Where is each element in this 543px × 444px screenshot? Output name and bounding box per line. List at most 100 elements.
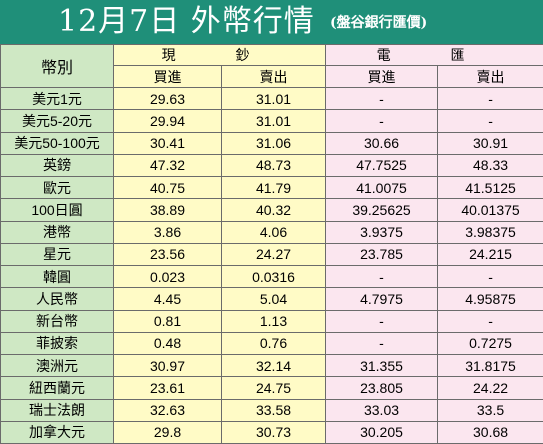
rate-rows: 美元1元 29.63 31.01- - 美元5-20元 29.94 31.01- - 美元50-…	[0, 86, 543, 444]
tt-buy-cell: 39.25625	[325, 198, 439, 222]
tt-sell-cell: 40.01375	[437, 198, 543, 222]
currency-name: 100日圓	[0, 198, 114, 222]
currency-name: 港幣	[0, 220, 114, 244]
cash-buy-cell: 0.023	[113, 264, 222, 289]
table-row: 韓圓 0.023 0.0316- -	[0, 264, 543, 289]
tt-sell-cell: 33.5	[437, 398, 543, 422]
cash-sell-cell: 31.01	[220, 86, 327, 111]
cash-buy-cell: 0.81	[113, 309, 222, 333]
currency-name: 澳洲元	[0, 353, 114, 378]
cash-buy-cell: 4.45	[113, 287, 222, 311]
table-row: 瑞士法朗 32.63 33.58 33.03 33.5	[0, 398, 543, 422]
tt-sell-cell: 48.33	[437, 153, 543, 178]
currency-name: 歐元	[0, 175, 114, 200]
page-title: 12月7日 外幣行情	[58, 4, 315, 39]
table-row: 美元1元 29.63 31.01- -	[0, 86, 543, 111]
tt-sell-cell: 24.22	[437, 376, 543, 400]
tt-buy-cell: -	[325, 109, 439, 133]
table-row: 澳洲元 30.97 32.14 31.355 31.8175	[0, 353, 543, 378]
tt-buy-cell: 47.7525	[325, 153, 439, 178]
cash-buy-cell: 38.89	[113, 198, 222, 222]
table-row: 港幣 3.86 4.06 3.9375 3.98375	[0, 220, 543, 244]
tt-sell-header: 賣出	[437, 65, 543, 88]
tt-buy-cell: -	[325, 331, 439, 356]
cash-sell-cell: 5.04	[220, 287, 327, 311]
cash-buy-cell: 32.63	[113, 398, 222, 422]
currency-name: 韓圓	[0, 264, 114, 289]
currency-name: 瑞士法朗	[0, 398, 114, 422]
currency-name: 英鎊	[0, 153, 114, 178]
cash-sell-cell: 24.27	[220, 242, 327, 267]
tt-sell-cell: -	[437, 109, 543, 133]
title-bar: 12月7日 外幣行情 (盤谷銀行匯價)	[0, 0, 543, 44]
cash-sell-cell: 48.73	[220, 153, 327, 178]
tt-buy-cell: 41.0075	[325, 175, 439, 200]
cash-buy-cell: 40.75	[113, 175, 222, 200]
cash-sell-cell: 1.13	[220, 309, 327, 333]
cash-buy-cell: 3.86	[113, 220, 222, 244]
currency-name: 星元	[0, 242, 114, 267]
cash-buy-cell: 29.63	[113, 86, 222, 111]
telegraphic-group-header: 電 匯	[325, 44, 543, 66]
tt-sell-cell: 0.7275	[437, 331, 543, 356]
tt-sell-cell: -	[437, 86, 543, 111]
tt-buy-cell: 3.9375	[325, 220, 439, 244]
tt-sell-cell: 4.95875	[437, 287, 543, 311]
cash-buy-cell: 30.41	[113, 131, 222, 155]
tt-sell-cell: 30.68	[437, 420, 543, 444]
table-row: 英鎊 47.32 48.73 47.7525 48.33	[0, 153, 543, 178]
cash-sell-cell: 0.0316	[220, 264, 327, 289]
table-row: 美元50-100元 30.41 31.06 30.66 30.91	[0, 131, 543, 155]
cash-buy-cell: 0.48	[113, 331, 222, 356]
tt-buy-cell: 30.66	[325, 131, 439, 155]
tt-buy-header: 買進	[325, 65, 439, 88]
cash-sell-cell: 0.76	[220, 331, 327, 356]
tt-sell-cell: 30.91	[437, 131, 543, 155]
currency-header: 幣別	[0, 44, 114, 88]
table-row: 人民幣 4.45 5.04 4.7975 4.95875	[0, 287, 543, 311]
tt-buy-cell: 23.785	[325, 242, 439, 267]
currency-name: 美元1元	[0, 86, 114, 111]
cash-sell-cell: 32.14	[220, 353, 327, 378]
table-row: 新台幣 0.81 1.13- -	[0, 309, 543, 333]
currency-name: 美元50-100元	[0, 131, 114, 155]
tt-buy-cell: 30.205	[325, 420, 439, 444]
cash-buy-cell: 23.56	[113, 242, 222, 267]
tt-sell-cell: 31.8175	[437, 353, 543, 378]
currency-name: 美元5-20元	[0, 109, 114, 133]
tt-sell-cell: -	[437, 309, 543, 333]
table-row: 紐西蘭元 23.61 24.75 23.805 24.22	[0, 376, 543, 400]
tt-buy-cell: 4.7975	[325, 287, 439, 311]
exchange-rate-table: 幣別 現 鈔 電 匯 買進 賣出 買進 賣出 美元1元 29.63 31.01- - 美…	[0, 44, 543, 444]
cash-sell-cell: 30.73	[220, 420, 327, 444]
tt-sell-cell: 41.5125	[437, 175, 543, 200]
tt-buy-cell: 23.805	[325, 376, 439, 400]
currency-name: 新台幣	[0, 309, 114, 333]
cash-sell-cell: 31.06	[220, 131, 327, 155]
cash-buy-cell: 29.8	[113, 420, 222, 444]
table-row: 星元 23.56 24.27 23.785 24.215	[0, 242, 543, 267]
tt-buy-cell: -	[325, 86, 439, 111]
cash-buy-cell: 47.32	[113, 153, 222, 178]
tt-buy-cell: 33.03	[325, 398, 439, 422]
cash-group-header: 現 鈔	[112, 44, 327, 66]
cash-buy-cell: 30.97	[113, 353, 222, 378]
tt-sell-cell: 24.215	[437, 242, 543, 267]
page-subtitle: (盤谷銀行匯價)	[330, 15, 428, 31]
cash-sell-cell: 4.06	[220, 220, 327, 244]
table-row: 美元5-20元 29.94 31.01- -	[0, 109, 543, 133]
tt-buy-cell: 31.355	[325, 353, 439, 378]
table-row: 100日圓 38.89 40.32 39.25625 40.01375	[0, 198, 543, 222]
cash-sell-header: 賣出	[220, 65, 327, 88]
cash-sell-cell: 40.32	[220, 198, 327, 222]
cash-sell-cell: 41.79	[220, 175, 327, 200]
cash-sell-cell: 31.01	[220, 109, 327, 133]
currency-name: 加拿大元	[0, 420, 114, 444]
tt-sell-cell: -	[437, 264, 543, 289]
tt-buy-cell: -	[325, 264, 439, 289]
cash-buy-cell: 29.94	[113, 109, 222, 133]
table-row: 加拿大元 29.8 30.73 30.205 30.68	[0, 420, 543, 444]
currency-name: 人民幣	[0, 287, 114, 311]
tt-buy-cell: -	[325, 309, 439, 333]
